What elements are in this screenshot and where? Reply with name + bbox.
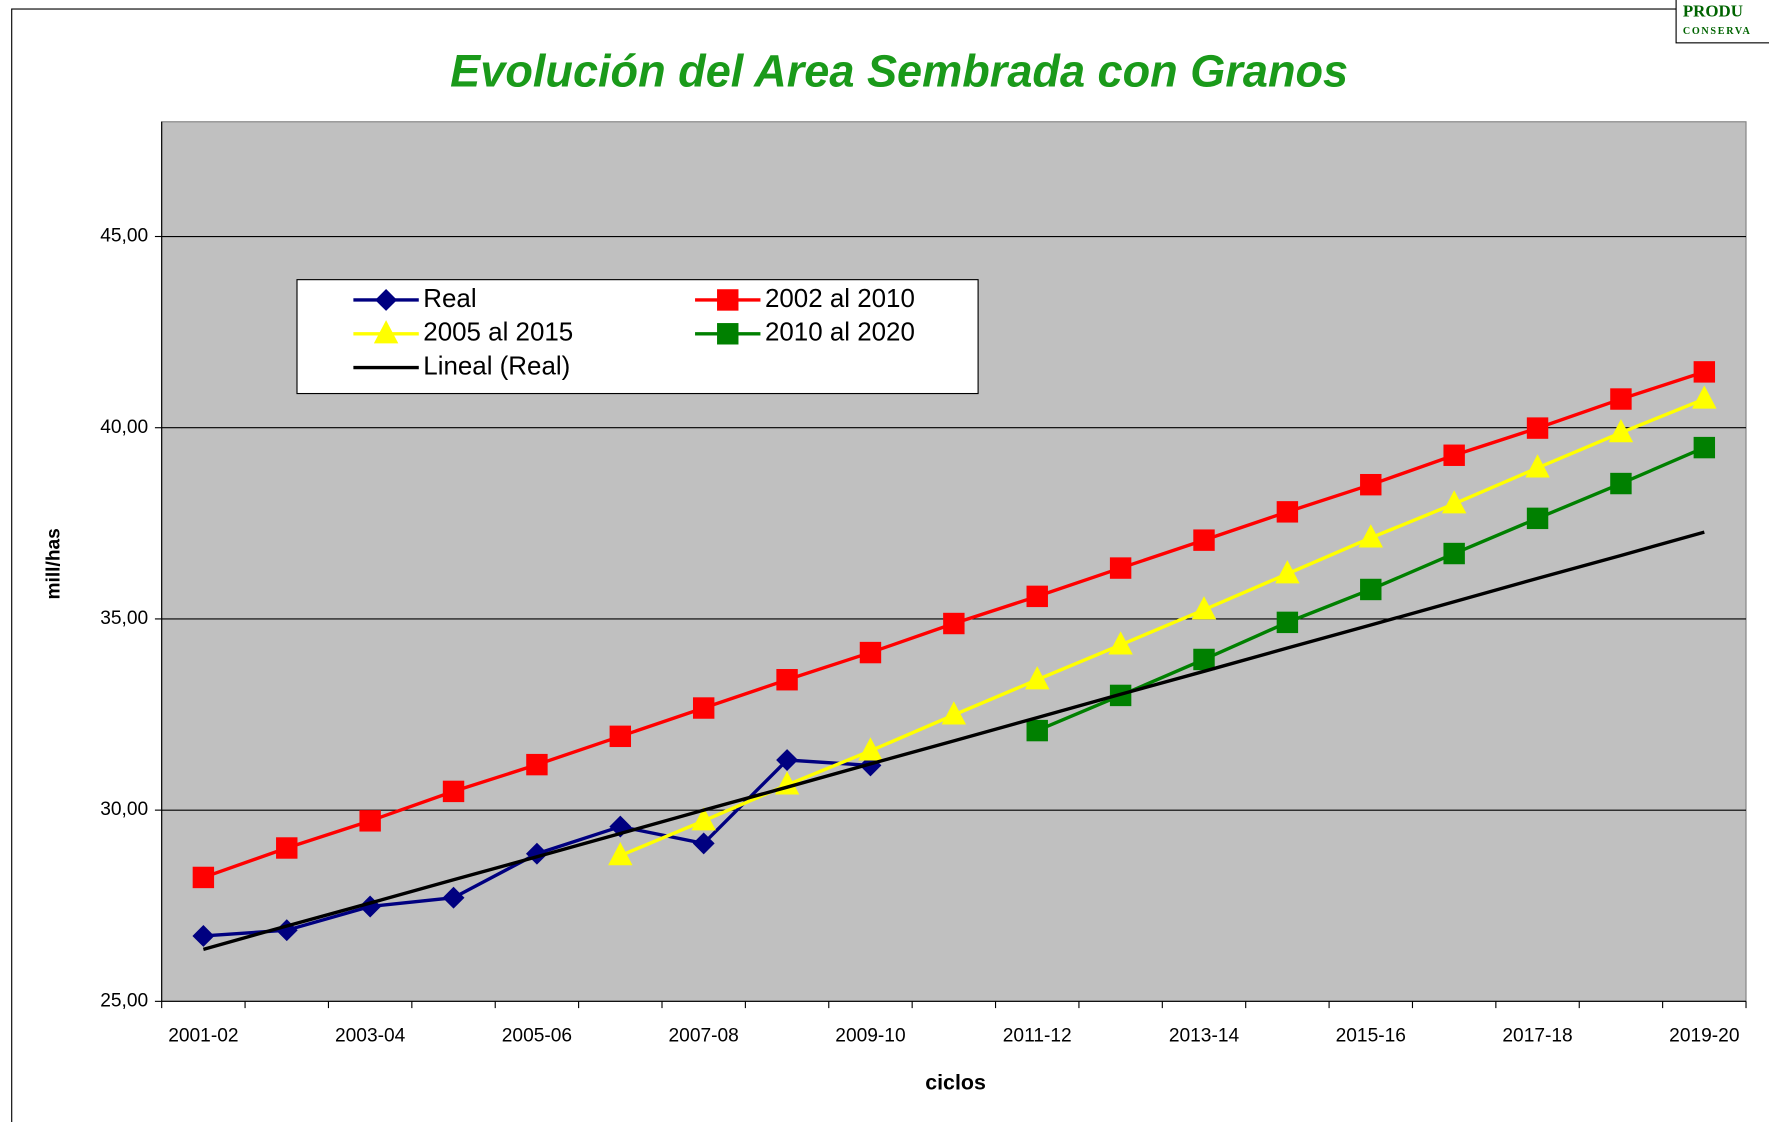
legend-label: 2010 al 2020: [765, 319, 915, 347]
marker: [1191, 596, 1217, 620]
legend-label: 2005 al 2015: [423, 319, 573, 347]
marker: [609, 725, 632, 748]
marker: [608, 842, 633, 866]
marker: [1193, 529, 1215, 551]
marker: [375, 289, 398, 311]
marker: [359, 810, 381, 832]
legend-label: Lineal (Real): [423, 352, 570, 380]
marker: [717, 289, 739, 311]
chart-title: Evolución del Area Sembrada con Granos: [450, 45, 1348, 96]
marker: [717, 323, 739, 345]
marker: [442, 886, 465, 909]
x-tick-label: 2003-04: [335, 1025, 406, 1046]
y-axis-label: mill/has: [44, 528, 65, 599]
marker: [858, 737, 883, 761]
x-tick-label: 2017-18: [1502, 1025, 1572, 1046]
marker: [276, 837, 298, 859]
marker: [1610, 388, 1632, 410]
marker: [1360, 578, 1382, 601]
marker: [941, 701, 967, 725]
y-tick-label: 35,00: [100, 608, 148, 629]
marker: [1109, 557, 1132, 579]
x-axis-label: ciclos: [925, 1070, 986, 1094]
marker: [1693, 361, 1716, 383]
marker: [1443, 542, 1465, 565]
x-tick-label: 2013-14: [1169, 1025, 1240, 1046]
marker: [1276, 611, 1299, 634]
marker: [1026, 585, 1048, 608]
marker: [1525, 454, 1550, 478]
logo-box: [1675, 0, 1769, 44]
y-tick-label: 25,00: [100, 990, 148, 1011]
x-tick-label: 2015-16: [1336, 1025, 1406, 1046]
y-tick-label: 45,00: [100, 226, 148, 247]
marker: [1441, 490, 1467, 514]
marker: [1193, 648, 1215, 671]
logo-subtext: CONSERVA: [1683, 26, 1752, 37]
marker: [1443, 444, 1465, 466]
x-tick-label: 2001-02: [168, 1025, 238, 1046]
x-tick-label: 2007-08: [669, 1025, 739, 1046]
x-tick-label: 2011-12: [1003, 1025, 1072, 1046]
y-tick-label: 30,00: [100, 799, 148, 820]
y-tick-label: 40,00: [100, 417, 148, 438]
x-tick-label: 2019-20: [1669, 1025, 1739, 1046]
marker: [526, 753, 548, 776]
frame: [11, 8, 1769, 1122]
marker: [776, 669, 798, 691]
marker: [1526, 417, 1549, 439]
marker: [1025, 666, 1050, 690]
marker: [442, 780, 465, 803]
marker: [1026, 719, 1048, 742]
marker: [692, 832, 715, 855]
marker: [1275, 560, 1300, 584]
marker: [192, 925, 215, 947]
marker: [692, 697, 715, 719]
marker: [373, 320, 399, 344]
marker: [943, 612, 965, 635]
marker: [1108, 631, 1133, 655]
plot-area: [161, 121, 1747, 1002]
legend-label: Real: [423, 285, 476, 313]
marker: [1610, 472, 1632, 495]
marker: [192, 866, 215, 889]
logo-text: PRODU: [1683, 1, 1743, 20]
marker: [776, 749, 799, 771]
legend-label: 2002 al 2010: [765, 285, 915, 313]
marker: [1526, 507, 1549, 530]
series-line: [202, 530, 1705, 951]
marker: [1692, 385, 1717, 409]
x-tick-label: 2005-06: [502, 1025, 572, 1046]
marker: [1360, 473, 1382, 496]
marker: [1358, 524, 1383, 548]
marker: [1276, 501, 1299, 523]
marker: [1693, 436, 1716, 459]
marker: [691, 807, 716, 831]
series-line: [619, 397, 1705, 858]
marker: [859, 641, 882, 664]
x-tick-label: 2009-10: [835, 1025, 905, 1046]
marker: [1608, 419, 1634, 443]
